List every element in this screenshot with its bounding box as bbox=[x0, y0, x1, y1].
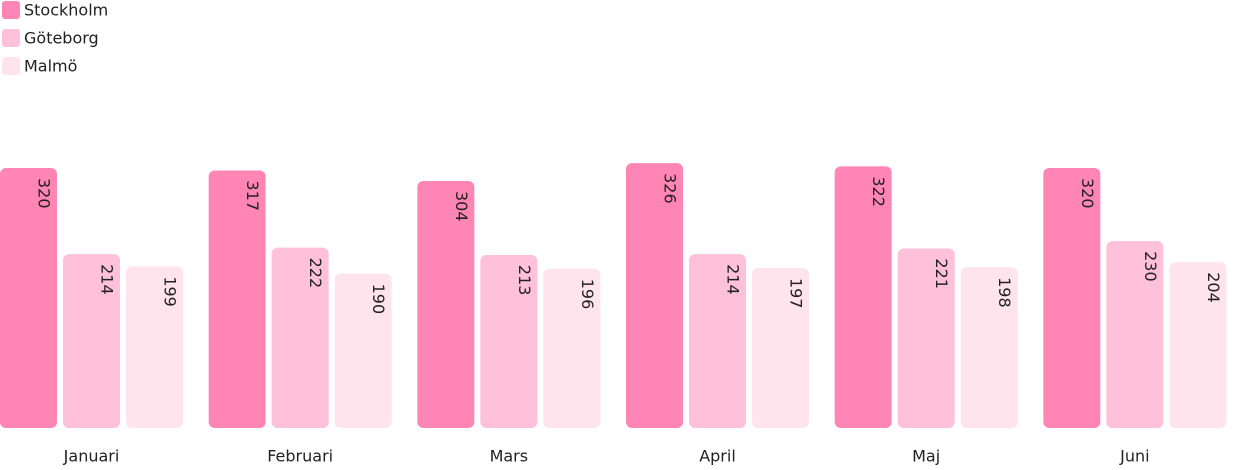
value-label: 213 bbox=[515, 265, 534, 296]
bar bbox=[834, 166, 892, 428]
x-tick-label: Maj bbox=[912, 447, 940, 466]
bar bbox=[543, 268, 601, 428]
bar bbox=[0, 168, 57, 428]
value-label: 326 bbox=[661, 173, 680, 204]
value-label: 198 bbox=[995, 277, 1014, 308]
bar bbox=[334, 273, 392, 428]
value-label: 322 bbox=[869, 176, 888, 207]
bar bbox=[417, 181, 475, 428]
value-label: 197 bbox=[787, 278, 806, 309]
x-tick-label: Mars bbox=[490, 447, 529, 466]
x-tick-label: Januari bbox=[63, 447, 120, 466]
value-label: 214 bbox=[98, 264, 117, 295]
value-label: 317 bbox=[243, 180, 262, 211]
x-tick-label: April bbox=[699, 447, 736, 466]
value-label: 320 bbox=[1078, 178, 1097, 209]
bar bbox=[63, 254, 120, 428]
bar bbox=[897, 248, 955, 428]
bar bbox=[271, 247, 329, 428]
legend-swatch bbox=[2, 57, 20, 75]
bar bbox=[1043, 168, 1101, 428]
value-label: 230 bbox=[1141, 251, 1160, 282]
bar bbox=[689, 254, 746, 428]
legend-swatch bbox=[2, 1, 20, 19]
bar bbox=[208, 170, 266, 428]
value-label: 204 bbox=[1204, 272, 1223, 303]
value-label: 221 bbox=[932, 258, 951, 289]
bar bbox=[126, 266, 183, 428]
value-label: 199 bbox=[161, 276, 180, 307]
bar bbox=[752, 267, 809, 428]
legend-label: Malmö bbox=[24, 57, 77, 76]
bar bbox=[1169, 262, 1227, 428]
legend-label: Stockholm bbox=[24, 1, 108, 20]
legend-swatch bbox=[2, 29, 20, 47]
value-label: 196 bbox=[578, 279, 597, 310]
x-tick-label: Juni bbox=[1119, 447, 1149, 466]
bar bbox=[480, 254, 538, 428]
bar bbox=[1106, 241, 1164, 428]
x-tick-label: Februari bbox=[267, 447, 333, 466]
value-label: 304 bbox=[452, 191, 471, 222]
bar bbox=[626, 163, 683, 428]
bar bbox=[960, 267, 1018, 428]
value-label: 320 bbox=[35, 178, 54, 209]
value-label: 190 bbox=[369, 284, 388, 315]
legend-label: Göteborg bbox=[24, 29, 99, 48]
value-label: 222 bbox=[306, 258, 325, 289]
value-label: 214 bbox=[724, 264, 743, 295]
